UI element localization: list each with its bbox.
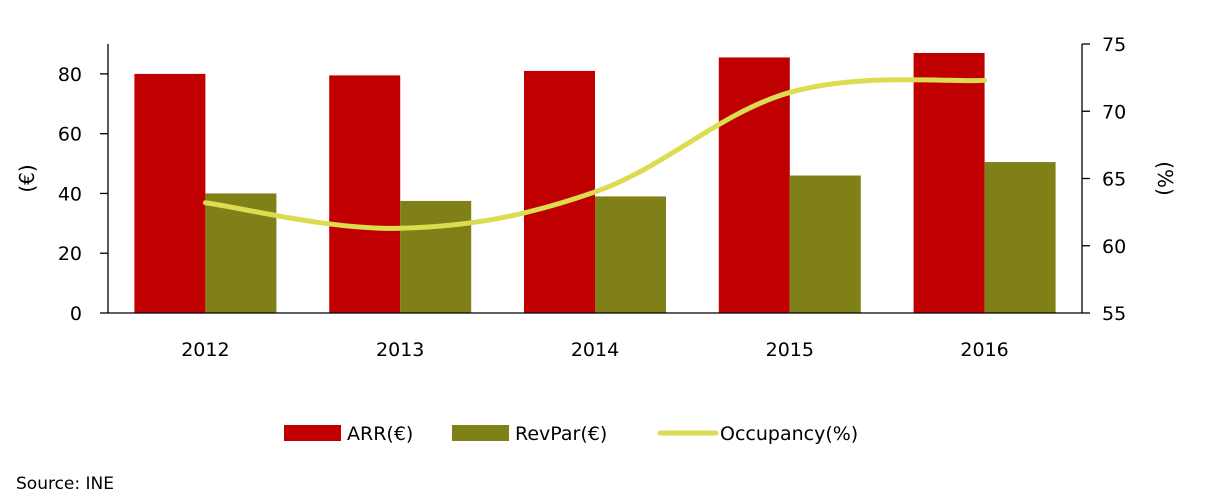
legend-arr-swatch	[284, 425, 341, 441]
bars-layer	[134, 52, 1056, 314]
legend-revpar-swatch	[452, 425, 509, 441]
left-tick-label-0: 0	[70, 303, 82, 325]
legend-occupancy-label: Occupancy(%)	[720, 423, 858, 445]
x-tick-label-2015: 2015	[766, 339, 814, 361]
left-tick-label-60: 60	[58, 124, 82, 146]
right-tick-label-65: 65	[1102, 169, 1126, 191]
left-axis-title: (€)	[15, 164, 39, 192]
x-tick-label-2012: 2012	[181, 339, 229, 361]
legend: ARR(€) RevPar(€) Occupancy(%)	[284, 423, 858, 445]
x-tick-label-2014: 2014	[571, 339, 619, 361]
bar-arr-2016	[913, 52, 985, 313]
occupancy-line-layer	[202, 77, 988, 231]
source-note: Source: INE	[16, 474, 114, 494]
left-tick-label-80: 80	[58, 64, 82, 86]
bar-revpar-2016	[984, 162, 1056, 313]
labels-layer: 2012 2013 2014 2015 2016 0 20 40 60 80 55 60 65 70 75 (…	[15, 34, 1177, 361]
legend-revpar-label: RevPar(€)	[515, 423, 607, 445]
right-tick-label-60: 60	[1102, 236, 1126, 258]
bar-revpar-2014	[595, 196, 666, 313]
bar-revpar-2015	[789, 175, 861, 313]
right-axis-title: (%)	[1153, 161, 1177, 196]
x-tick-label-2013: 2013	[376, 339, 424, 361]
bar-revpar-2013	[400, 200, 472, 313]
bar-arr-2012	[134, 73, 206, 313]
combo-chart: 2012 2013 2014 2015 2016 0 20 40 60 80 55 60 65 70 75 (…	[15, 34, 1177, 445]
right-tick-label-55: 55	[1102, 303, 1126, 325]
right-tick-label-75: 75	[1102, 34, 1126, 56]
left-tick-label-40: 40	[58, 183, 82, 205]
bar-arr-2013	[329, 75, 401, 313]
right-tick-label-70: 70	[1102, 101, 1126, 123]
x-tick-label-2016: 2016	[960, 339, 1008, 361]
bar-arr-2015	[718, 57, 790, 314]
legend-arr-label: ARR(€)	[347, 423, 413, 445]
bar-arr-2014	[524, 70, 595, 314]
axes-layer	[100, 43, 1090, 314]
left-tick-label-20: 20	[58, 243, 82, 265]
